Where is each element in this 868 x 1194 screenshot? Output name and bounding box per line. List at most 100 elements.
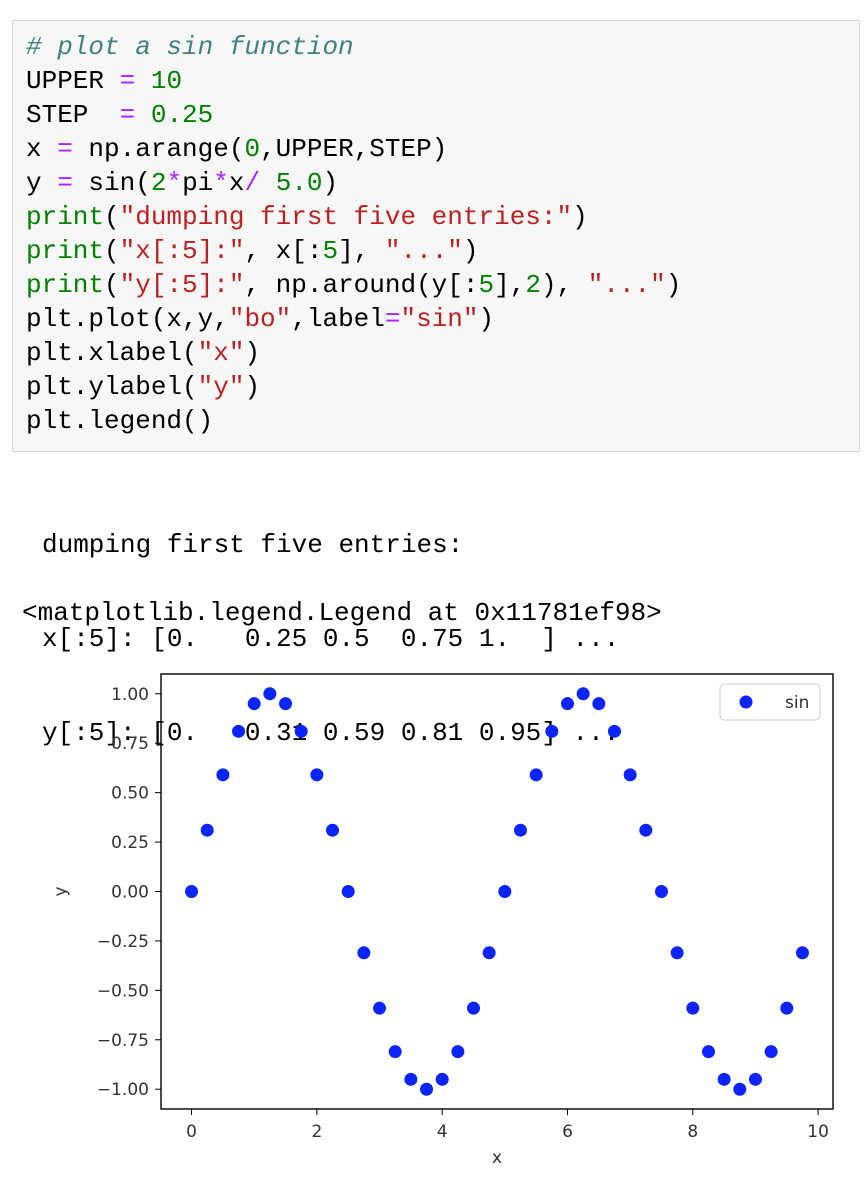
code-token: ) [478, 304, 495, 334]
code-line: print("x[:5]:", x[:5], "...") [26, 234, 479, 268]
code-token: ,label [291, 304, 385, 334]
code-token: UPPER [26, 66, 120, 96]
stdout-line: x[:5]: [0. 0.25 0.5 0.75 1. ] ... [42, 624, 620, 654]
data-point [200, 823, 214, 837]
code-token [135, 100, 151, 130]
code-token: = [384, 304, 401, 334]
y-axis-label: y [51, 886, 71, 896]
code-line: plt.legend() [26, 404, 213, 438]
y-tick-label: 0.50 [111, 784, 149, 804]
legend-marker [739, 695, 753, 709]
data-point [341, 885, 355, 898]
y-tick-label: 1.00 [111, 685, 149, 705]
code-token: print [26, 270, 105, 300]
code-token: * [213, 168, 229, 198]
code-token: ) [462, 236, 479, 266]
code-token: = [57, 134, 73, 164]
code-token: = [57, 168, 73, 198]
data-point [357, 946, 371, 960]
data-point [388, 1045, 402, 1059]
code-line: plt.ylabel("y") [26, 370, 260, 404]
axes-frame [160, 673, 834, 1110]
data-point [185, 885, 199, 898]
data-point [404, 1072, 418, 1086]
code-token: sin( [72, 168, 151, 198]
code-token: ], [338, 236, 385, 266]
code-token: plt.xlabel( [26, 338, 198, 368]
code-token: / [244, 168, 261, 198]
cell-result-repr: <matplotlib.legend.Legend at 0x11781ef98… [22, 598, 662, 628]
code-token: 5.0 [275, 168, 323, 198]
data-points [185, 687, 809, 1096]
code-token: STEP [26, 100, 120, 130]
code-token: plt.legend() [26, 406, 214, 436]
stdout-line: dumping first five entries: [42, 530, 464, 560]
data-point [717, 1072, 731, 1086]
code-token: "x[:5]:" [119, 236, 245, 266]
code-line: plt.xlabel("x") [26, 336, 260, 370]
code-token: x [26, 134, 58, 164]
y-tick-label: 0.00 [111, 883, 149, 903]
code-token: , x[: [244, 236, 323, 266]
data-point [467, 1001, 481, 1015]
data-point [686, 1001, 700, 1015]
code-token: ) [665, 270, 682, 300]
data-point [748, 1072, 762, 1086]
code-line: print("y[:5]:", np.around(y[:5],2), "...… [26, 268, 681, 302]
code-token: ,UPPER,STEP) [260, 134, 448, 164]
data-point [420, 1082, 434, 1096]
y-tick-label: −0.75 [97, 1031, 149, 1051]
data-point [216, 768, 230, 782]
y-tick-label: −0.50 [97, 981, 149, 1001]
code-token: ), [540, 270, 588, 300]
code-token: "y[:5]:" [119, 270, 245, 300]
data-point [795, 946, 809, 960]
code-line: # plot a sin function [26, 30, 354, 64]
y-tick-label: 0.25 [111, 833, 149, 853]
code-token: "..." [587, 270, 666, 300]
code-line: plt.plot(x,y,"bo",label="sin") [26, 302, 494, 336]
legend-entry-label: sin [785, 693, 809, 713]
data-point [373, 1001, 387, 1015]
data-point [279, 697, 293, 711]
code-token: 5 [322, 236, 339, 266]
code-token: = [119, 66, 136, 96]
code-token: ( [104, 270, 120, 300]
data-point [639, 823, 653, 837]
code-token: "sin" [400, 304, 479, 334]
data-point [607, 724, 621, 738]
data-point [623, 768, 637, 782]
code-token: ) [244, 372, 261, 402]
code-line: UPPER = 10 [26, 64, 182, 98]
data-point [576, 687, 590, 701]
data-point [310, 768, 324, 782]
code-cell-input[interactable]: # plot a sin function UPPER = 10 STEP = 0.… [12, 20, 860, 452]
code-line: y = sin(2*pi*x/ 5.0) [26, 166, 338, 200]
data-point [513, 823, 527, 837]
data-point [435, 1072, 449, 1086]
data-point [764, 1045, 778, 1059]
x-tick-label: 10 [807, 1122, 829, 1142]
data-point [780, 1001, 794, 1015]
code-token: plt.plot(x,y, [26, 304, 229, 334]
code-token: pi [182, 168, 214, 198]
code-token: "bo" [228, 304, 292, 334]
code-token: "..." [384, 236, 463, 266]
code-token: ) [572, 202, 588, 232]
code-token: ) [244, 338, 261, 368]
data-point [701, 1045, 715, 1059]
data-point [670, 946, 684, 960]
data-point [482, 946, 496, 960]
code-token: ( [104, 202, 120, 232]
code-token: "x" [197, 338, 245, 368]
code-token: print [26, 236, 105, 266]
code-token: 0.25 [150, 100, 214, 130]
code-token: print [26, 202, 105, 232]
code-token: 2 [150, 168, 167, 198]
x-tick-label: 0 [186, 1122, 197, 1142]
data-point [529, 768, 543, 782]
code-token: ], [494, 270, 526, 300]
code-token: 0 [244, 134, 261, 164]
code-token: # plot a sin function [26, 32, 354, 62]
code-line: print("dumping first five entries:") [26, 200, 588, 234]
